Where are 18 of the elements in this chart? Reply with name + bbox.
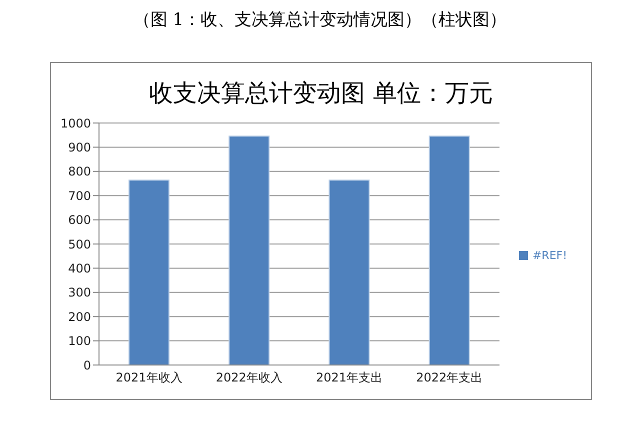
y-tick-label: 300 xyxy=(68,286,91,300)
x-tick-label: 2021年支出 xyxy=(316,370,383,385)
y-tick-label: 1000 xyxy=(60,116,91,130)
y-tick-label: 200 xyxy=(68,310,91,324)
y-tick-label: 100 xyxy=(68,334,91,348)
y-tick-label: 0 xyxy=(83,358,91,372)
legend-label: #REF! xyxy=(532,248,567,262)
y-tick-label: 500 xyxy=(68,237,91,252)
text: （图 1：收、支决算总计变动情况图）（柱状图） xyxy=(133,10,507,30)
y-tick-label: 900 xyxy=(68,140,91,154)
y-tick-label: 600 xyxy=(68,213,91,228)
x-tick-label: 2022年收入 xyxy=(216,370,282,385)
x-tick-label: 2021年收入 xyxy=(116,370,182,385)
y-tick-label: 400 xyxy=(68,261,91,276)
chart-title: 收支决算总计变动图 单位：万元 xyxy=(148,78,494,109)
y-tick-label: 700 xyxy=(68,188,91,203)
x-tick-label: 2022年支出 xyxy=(416,370,483,385)
y-tick-label: 800 xyxy=(68,164,91,179)
